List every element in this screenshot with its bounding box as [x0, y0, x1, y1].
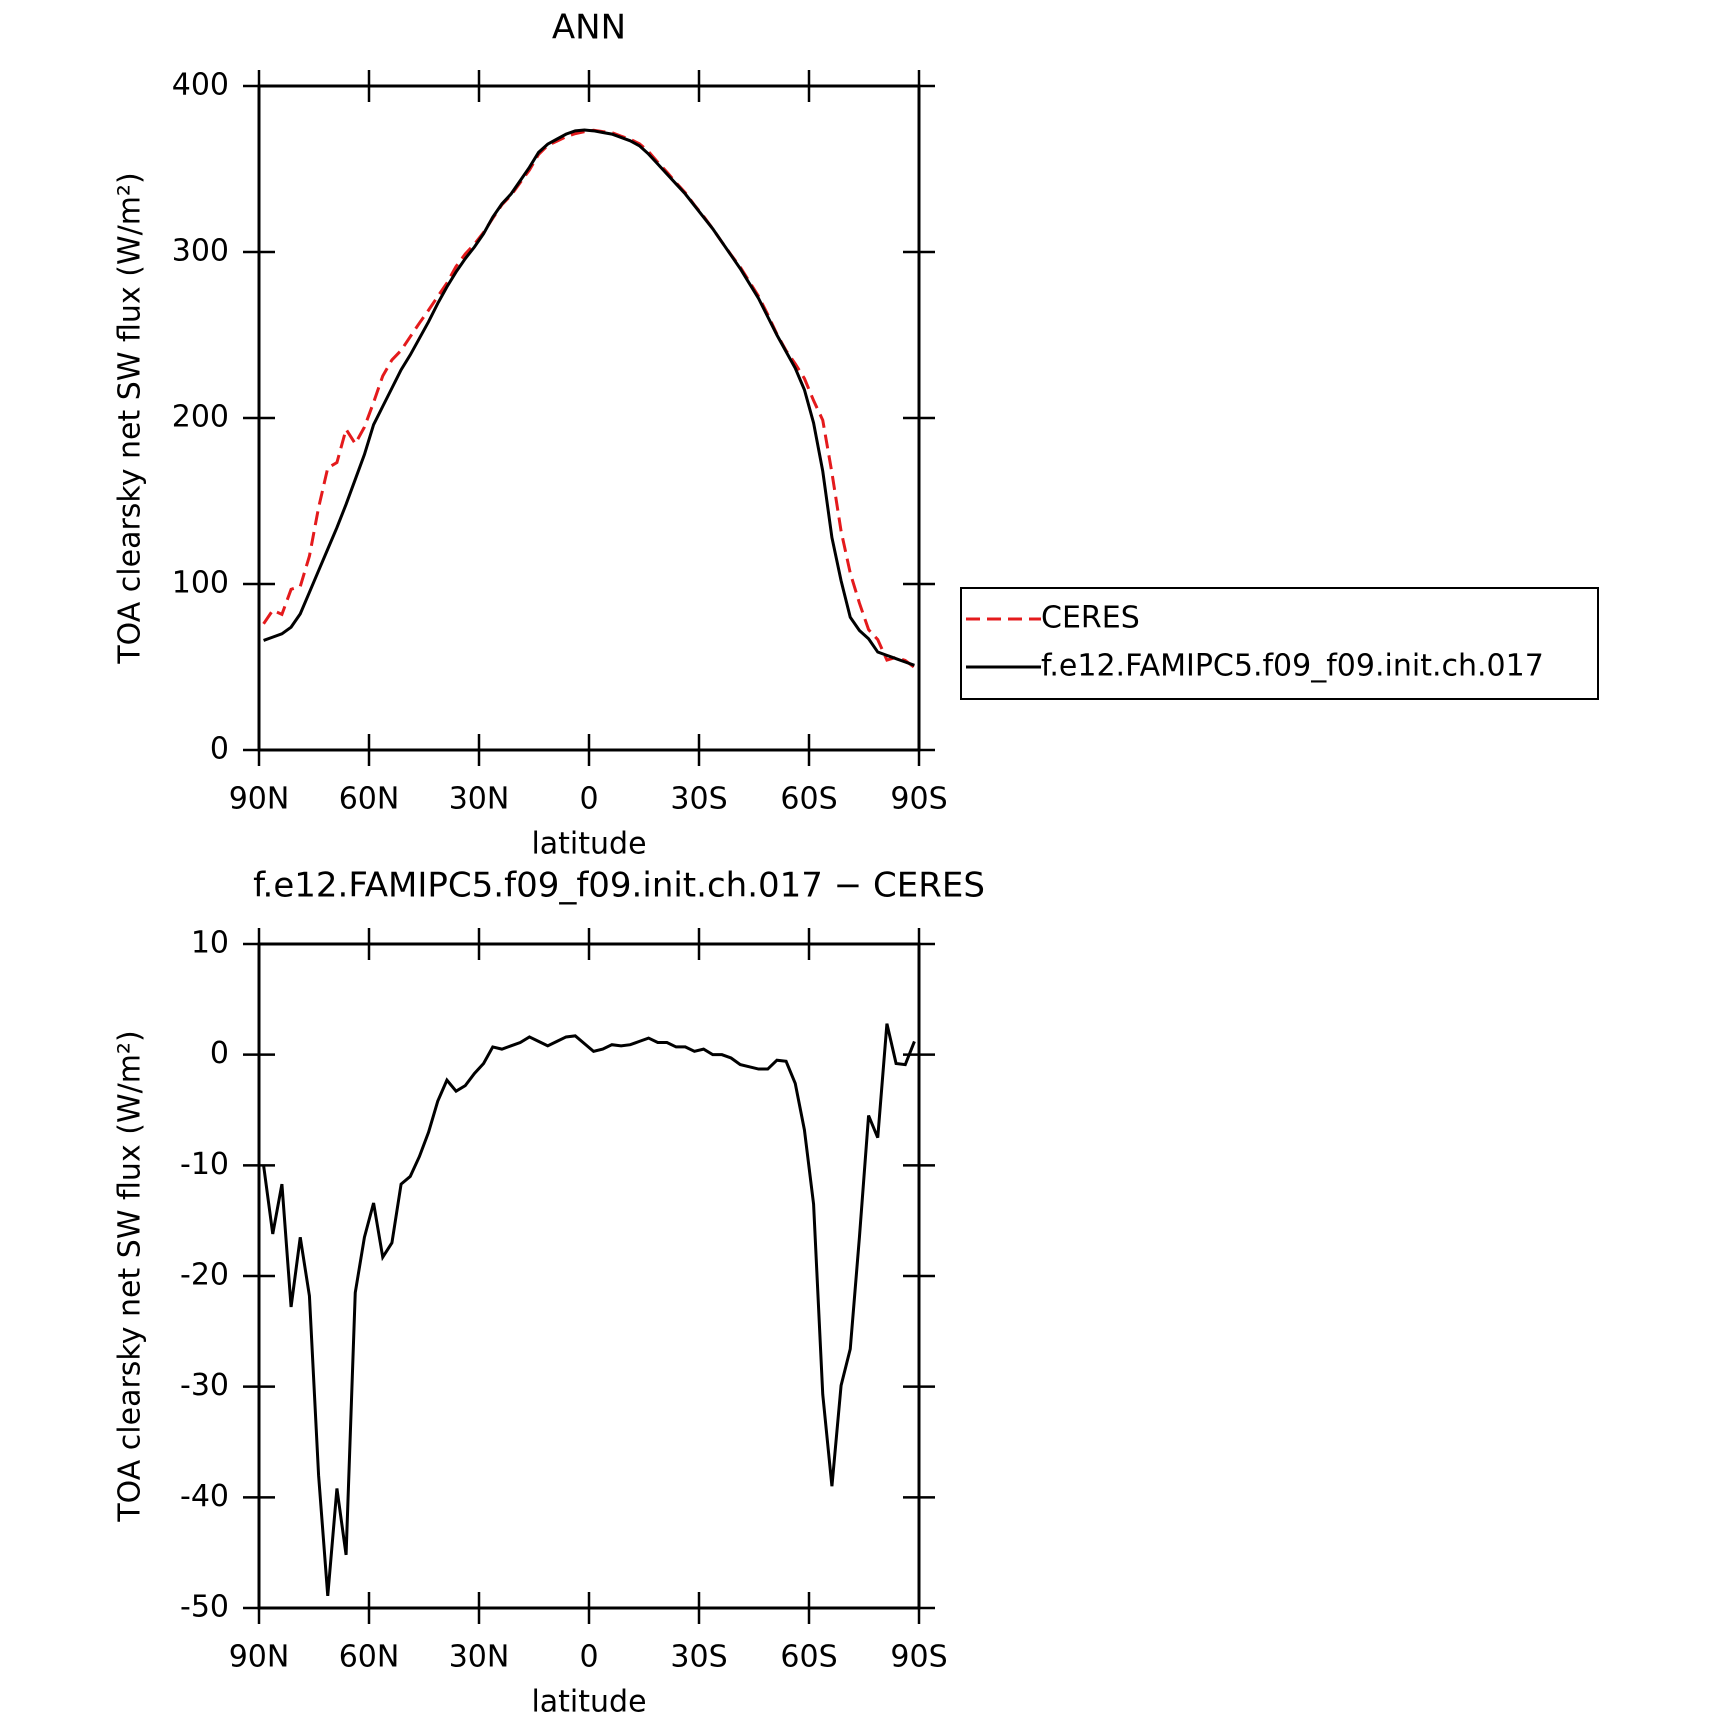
y-tick-label: 10 — [191, 926, 229, 961]
data-line — [262, 1023, 916, 1596]
x-tick-label: 90S — [890, 1640, 947, 1675]
x-tick-label: 90N — [229, 782, 290, 817]
legend-label: CERES — [1041, 601, 1140, 636]
y-tick-label: 0 — [210, 1036, 229, 1071]
y-axis-label: TOA clearsky net SW flux (W/m²) — [113, 172, 148, 664]
x-tick-label: 60N — [339, 782, 400, 817]
x-axis-label: latitude — [531, 827, 646, 862]
chart-title: f.e12.FAMIPC5.f09_f09.init.ch.017 − CERE… — [253, 866, 985, 906]
plot-frame — [257, 84, 921, 752]
y-tick-label: 200 — [172, 400, 229, 435]
x-tick-label: 0 — [579, 1640, 598, 1675]
y-axis-label: TOA clearsky net SW flux (W/m²) — [113, 1030, 148, 1522]
y-tick-label: -10 — [180, 1147, 229, 1182]
x-tick-label: 0 — [579, 782, 598, 817]
chart-title: ANN — [552, 8, 626, 48]
x-tick-label: 60S — [780, 1640, 837, 1675]
x-tick-label: 60S — [780, 782, 837, 817]
y-tick-label: -20 — [180, 1258, 229, 1293]
legend-label: f.e12.FAMIPC5.f09_f09.init.ch.017 — [1041, 649, 1544, 684]
x-tick-label: 60N — [339, 1640, 400, 1675]
x-tick-label: 30N — [449, 782, 510, 817]
x-tick-label: 30S — [670, 1640, 727, 1675]
y-tick-label: -40 — [180, 1479, 229, 1514]
legend-box — [960, 587, 1599, 700]
x-axis-label: latitude — [531, 1685, 646, 1720]
y-tick-label: -50 — [180, 1590, 229, 1625]
y-tick-label: 300 — [172, 234, 229, 269]
y-tick-label: 100 — [172, 566, 229, 601]
y-tick-label: -30 — [180, 1368, 229, 1403]
y-tick-label: 400 — [172, 68, 229, 103]
x-tick-label: 30S — [670, 782, 727, 817]
x-tick-label: 90S — [890, 782, 947, 817]
x-tick-label: 90N — [229, 1640, 290, 1675]
x-tick-label: 30N — [449, 1640, 510, 1675]
data-line — [262, 128, 916, 669]
y-tick-label: 0 — [210, 732, 229, 767]
plot-frame — [257, 942, 921, 1610]
data-line — [263, 128, 915, 667]
